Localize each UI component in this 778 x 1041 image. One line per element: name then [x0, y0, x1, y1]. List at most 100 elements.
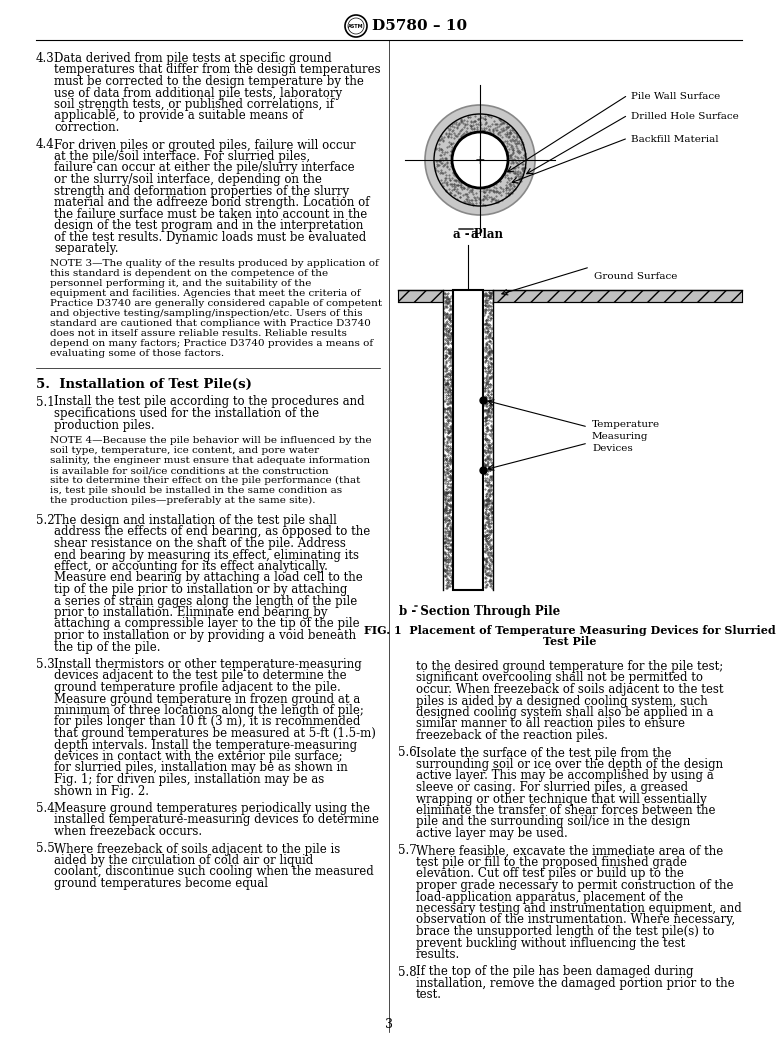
Text: necessary testing and instrumentation equipment, and: necessary testing and instrumentation eq… — [416, 902, 741, 915]
Text: proper grade necessary to permit construction of the: proper grade necessary to permit constru… — [416, 879, 734, 892]
Text: is available for soil/ice conditions at the construction: is available for soil/ice conditions at … — [50, 466, 328, 475]
Text: Where freezeback of soils adjacent to the pile is: Where freezeback of soils adjacent to th… — [54, 842, 340, 856]
Text: surrounding soil or ice over the depth of the design: surrounding soil or ice over the depth o… — [416, 758, 723, 771]
Bar — [493, 290, 742, 302]
Text: soil type, temperature, ice content, and pore water: soil type, temperature, ice content, and… — [50, 446, 319, 455]
Text: test pile or fill to the proposed finished grade: test pile or fill to the proposed finish… — [416, 856, 687, 869]
Text: 5.6: 5.6 — [398, 746, 417, 760]
Text: evaluating some of those factors.: evaluating some of those factors. — [50, 350, 224, 358]
Text: elevation. Cut off test piles or build up to the: elevation. Cut off test piles or build u… — [416, 867, 684, 881]
Text: at the pile/soil interface. For slurried piles,: at the pile/soil interface. For slurried… — [54, 150, 310, 163]
Text: shear resistance on the shaft of the pile. Address: shear resistance on the shaft of the pil… — [54, 537, 346, 550]
Text: Isolate the surface of the test pile from the: Isolate the surface of the test pile fro… — [416, 746, 671, 760]
Text: when freezeback occurs.: when freezeback occurs. — [54, 826, 202, 838]
Text: ASTM: ASTM — [349, 24, 364, 28]
Text: 5.  Installation of Test Pile(s): 5. Installation of Test Pile(s) — [36, 378, 252, 390]
Text: the tip of the pile.: the tip of the pile. — [54, 640, 160, 654]
Text: standard are cautioned that compliance with Practice D3740: standard are cautioned that compliance w… — [50, 320, 371, 329]
Text: 5.1: 5.1 — [36, 396, 54, 408]
Text: 5.2: 5.2 — [36, 514, 54, 527]
Text: 5.7: 5.7 — [398, 844, 417, 858]
Text: depend on many factors; Practice D3740 provides a means of: depend on many factors; Practice D3740 p… — [50, 339, 373, 349]
Text: sleeve or casing. For slurried piles, a greased: sleeve or casing. For slurried piles, a … — [416, 781, 688, 794]
Text: soil strength tests, or published correlations, if: soil strength tests, or published correl… — [54, 98, 334, 111]
Text: or the slurry/soil interface, depending on the: or the slurry/soil interface, depending … — [54, 173, 322, 186]
Text: ground temperatures become equal: ground temperatures become equal — [54, 877, 268, 890]
Text: temperatures that differ from the design temperatures: temperatures that differ from the design… — [54, 64, 380, 76]
Text: The design and installation of the test pile shall: The design and installation of the test … — [54, 514, 337, 527]
Text: salinity, the engineer must ensure that adequate information: salinity, the engineer must ensure that … — [50, 456, 370, 465]
Circle shape — [425, 105, 535, 215]
Text: active layer. This may be accomplished by using a: active layer. This may be accomplished b… — [416, 769, 713, 783]
Text: load-application apparatus, placement of the: load-application apparatus, placement of… — [416, 890, 683, 904]
Text: must be corrected to the design temperature by the: must be corrected to the design temperat… — [54, 75, 364, 88]
Text: test.: test. — [416, 989, 442, 1001]
Text: to the desired ground temperature for the pile test;: to the desired ground temperature for th… — [416, 660, 724, 672]
Text: minimum of three locations along the length of pile;: minimum of three locations along the len… — [54, 704, 364, 717]
Text: Measure ground temperature in frozen ground at a: Measure ground temperature in frozen gro… — [54, 692, 360, 706]
Text: designed cooling system shall also be applied in a: designed cooling system shall also be ap… — [416, 706, 713, 719]
Text: Where feasible, excavate the immediate area of the: Where feasible, excavate the immediate a… — [416, 844, 724, 858]
Text: If the top of the pile has been damaged during: If the top of the pile has been damaged … — [416, 965, 693, 979]
Text: a - Plan: a - Plan — [453, 228, 503, 242]
Text: Test Pile: Test Pile — [543, 636, 597, 648]
Text: Data derived from pile tests at specific ground: Data derived from pile tests at specific… — [54, 52, 331, 65]
Text: 4.4: 4.4 — [36, 138, 54, 152]
Text: significant overcooling shall not be permitted to: significant overcooling shall not be per… — [416, 671, 703, 685]
Text: specifications used for the installation of the: specifications used for the installation… — [54, 407, 319, 420]
Text: Pile Wall Surface: Pile Wall Surface — [631, 92, 720, 101]
Bar — [453, 290, 483, 590]
Text: Fig. 1; for driven piles, installation may be as: Fig. 1; for driven piles, installation m… — [54, 773, 324, 786]
Text: address the effects of end bearing, as opposed to the: address the effects of end bearing, as o… — [54, 526, 370, 538]
Text: is, test pile should be installed in the same condition as: is, test pile should be installed in the… — [50, 486, 342, 496]
Text: eliminate the transfer of shear forces between the: eliminate the transfer of shear forces b… — [416, 804, 716, 817]
Text: Measure end bearing by attaching a load cell to the: Measure end bearing by attaching a load … — [54, 572, 363, 584]
Text: end bearing by measuring its effect, eliminating its: end bearing by measuring its effect, eli… — [54, 549, 359, 561]
Text: attaching a compressible layer to the tip of the pile: attaching a compressible layer to the ti… — [54, 617, 359, 631]
Text: Measure ground temperatures periodically using the: Measure ground temperatures periodically… — [54, 802, 370, 815]
Text: 4.3: 4.3 — [36, 52, 54, 65]
Text: wrapping or other technique that will essentially: wrapping or other technique that will es… — [416, 792, 706, 806]
Text: Install thermistors or other temperature-measuring: Install thermistors or other temperature… — [54, 658, 362, 671]
Text: production piles.: production piles. — [54, 418, 155, 432]
Text: 5.5: 5.5 — [36, 842, 54, 856]
Text: for piles longer than 10 ft (3 m), it is recommended: for piles longer than 10 ft (3 m), it is… — [54, 715, 360, 729]
Text: 5.3: 5.3 — [36, 658, 54, 671]
Text: a: a — [471, 228, 478, 242]
Text: devices adjacent to the test pile to determine the: devices adjacent to the test pile to det… — [54, 669, 347, 683]
Text: D5780 – 10: D5780 – 10 — [372, 19, 467, 33]
Text: b - Section Through Pile: b - Section Through Pile — [399, 605, 561, 618]
Text: correction.: correction. — [54, 121, 119, 134]
Text: separately.: separately. — [54, 242, 118, 255]
Text: freezeback of the reaction piles.: freezeback of the reaction piles. — [416, 729, 608, 742]
Text: depth intervals. Install the temperature-measuring: depth intervals. Install the temperature… — [54, 738, 357, 752]
Circle shape — [452, 132, 508, 188]
Text: FIG. 1  Placement of Temperature Measuring Devices for Slurried: FIG. 1 Placement of Temperature Measurin… — [364, 625, 776, 636]
Text: similar manner to all reaction piles to ensure: similar manner to all reaction piles to … — [416, 717, 685, 731]
Text: a series of strain gages along the length of the pile: a series of strain gages along the lengt… — [54, 594, 357, 608]
Text: installed temperature-measuring devices to determine: installed temperature-measuring devices … — [54, 813, 379, 827]
Text: effect, or accounting for its effect analytically.: effect, or accounting for its effect ana… — [54, 560, 328, 573]
Text: equipment and facilities. Agencies that meet the criteria of: equipment and facilities. Agencies that … — [50, 289, 360, 299]
Text: of the test results. Dynamic loads must be evaluated: of the test results. Dynamic loads must … — [54, 230, 366, 244]
Text: NOTE 4—Because the pile behavior will be influenced by the: NOTE 4—Because the pile behavior will be… — [50, 436, 372, 445]
Text: results.: results. — [416, 948, 461, 961]
Text: the production piles—preferably at the same site).: the production piles—preferably at the s… — [50, 496, 316, 505]
Text: personnel performing it, and the suitability of the: personnel performing it, and the suitabi… — [50, 279, 311, 288]
Text: and objective testing/sampling/inspection/etc. Users of this: and objective testing/sampling/inspectio… — [50, 309, 363, 319]
Text: strength and deformation properties of the slurry: strength and deformation properties of t… — [54, 184, 349, 198]
Text: Measuring: Measuring — [592, 432, 649, 441]
Text: brace the unsupported length of the test pile(s) to: brace the unsupported length of the test… — [416, 925, 714, 938]
Text: prior to installation or by providing a void beneath: prior to installation or by providing a … — [54, 629, 356, 642]
Text: failure can occur at either the pile/slurry interface: failure can occur at either the pile/slu… — [54, 161, 355, 175]
Text: that ground temperatures be measured at 5-ft (1.5-m): that ground temperatures be measured at … — [54, 727, 376, 740]
Text: 5.8: 5.8 — [398, 965, 417, 979]
Text: installation, remove the damaged portion prior to the: installation, remove the damaged portion… — [416, 977, 734, 990]
Text: active layer may be used.: active layer may be used. — [416, 827, 568, 840]
Text: does not in itself assure reliable results. Reliable results: does not in itself assure reliable resul… — [50, 330, 347, 338]
Text: aided by the circulation of cold air or liquid: aided by the circulation of cold air or … — [54, 854, 314, 867]
Text: For driven piles or grouted piles, failure will occur: For driven piles or grouted piles, failu… — [54, 138, 356, 152]
Text: pile and the surrounding soil/ice in the design: pile and the surrounding soil/ice in the… — [416, 815, 690, 829]
Text: applicable, to provide a suitable means of: applicable, to provide a suitable means … — [54, 109, 303, 123]
Text: the failure surface must be taken into account in the: the failure surface must be taken into a… — [54, 207, 367, 221]
